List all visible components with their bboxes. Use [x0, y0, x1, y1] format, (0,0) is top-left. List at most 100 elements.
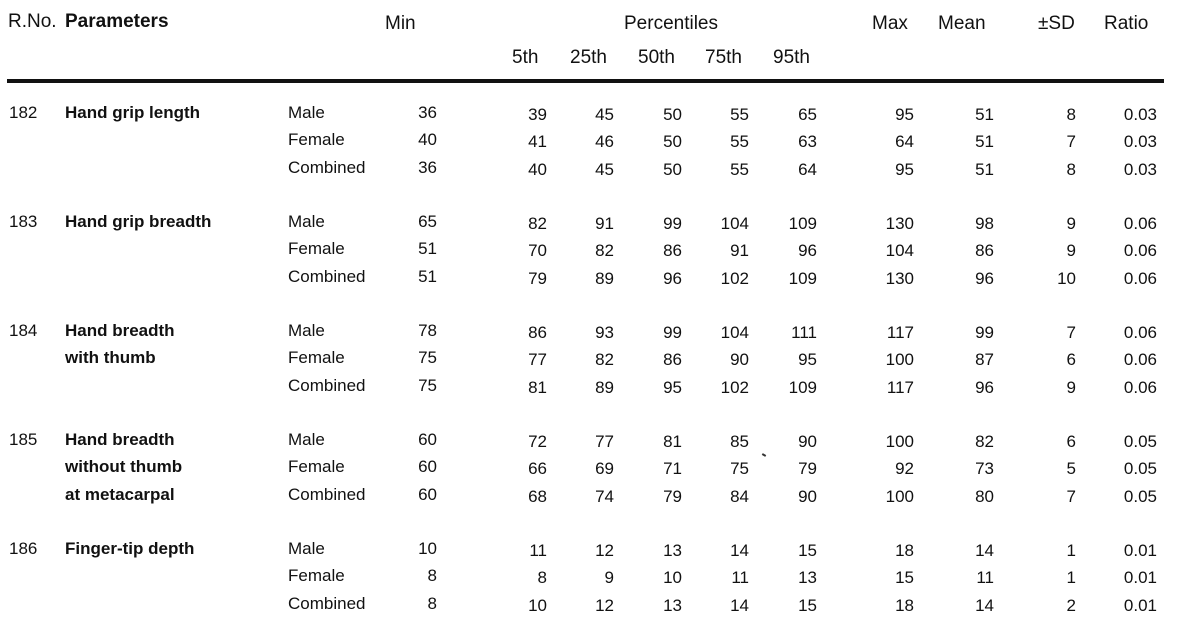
rno-header: R.No. — [8, 11, 57, 32]
p5-cell: 70 — [528, 241, 547, 261]
p75-cell: 90 — [730, 350, 749, 370]
max-cell: 18 — [895, 595, 914, 615]
min-cell: 75 — [418, 375, 437, 395]
p75-cell: 102 — [720, 377, 749, 397]
gender-label: Female — [288, 130, 345, 150]
parameters-header: Parameters — [65, 11, 169, 32]
mean-cell: 87 — [975, 350, 994, 370]
row-number: 182 — [9, 103, 38, 122]
p75-cell: 91 — [730, 241, 749, 261]
p50-cell: 86 — [663, 350, 682, 370]
mean-cell: 80 — [975, 486, 994, 506]
gender-label: Male — [288, 539, 325, 558]
sd-cell: 10 — [1057, 268, 1076, 288]
ratio-cell: 0.05 — [1123, 432, 1157, 451]
p75-cell: 102 — [720, 268, 749, 288]
gender-label: Female — [288, 348, 345, 368]
min-header: Min — [385, 13, 416, 34]
p25-cell: 77 — [595, 432, 614, 451]
sd-cell: 1 — [1066, 568, 1076, 588]
p25-cell: 69 — [595, 459, 614, 479]
parameter-name: Hand breadth — [65, 430, 175, 449]
p95-cell: 15 — [798, 541, 817, 560]
p75-cell: 55 — [730, 159, 749, 179]
p50-cell: 86 — [663, 241, 682, 261]
p5-cell: 10 — [528, 595, 547, 615]
p25-cell: 9 — [604, 568, 614, 588]
max-cell: 100 — [885, 350, 914, 370]
mean-cell: 51 — [975, 132, 994, 152]
parameter-name: Finger-tip depth — [65, 539, 195, 558]
p95-cell: 90 — [798, 486, 817, 506]
p95-cell: 96 — [798, 241, 817, 261]
p25-cell: 46 — [595, 132, 614, 152]
p75-header: 75th — [705, 47, 742, 68]
parameter-name: Hand grip length — [65, 103, 201, 122]
gender-label: Female — [288, 457, 345, 477]
ratio-cell: 0.06 — [1123, 268, 1157, 288]
p50-cell: 13 — [663, 541, 682, 560]
max-cell: 15 — [895, 568, 914, 588]
p5-cell: 66 — [528, 459, 547, 479]
gender-label: Combined — [288, 157, 366, 177]
sd-cell: 2 — [1066, 595, 1076, 615]
p75-cell: 75 — [730, 459, 749, 479]
p25-cell: 12 — [595, 595, 614, 615]
ratio-cell: 0.01 — [1123, 568, 1157, 588]
p75-cell: 14 — [730, 595, 749, 615]
p5-cell: 81 — [528, 377, 547, 397]
mean-cell: 11 — [976, 568, 994, 588]
p25-cell: 89 — [595, 268, 614, 288]
p5-cell: 68 — [528, 486, 547, 506]
p50-cell: 10 — [663, 568, 682, 588]
p95-cell: 65 — [798, 105, 817, 124]
stray-mark — [761, 453, 767, 457]
sd-cell: 9 — [1066, 377, 1076, 397]
p50-cell: 81 — [663, 432, 682, 451]
mean-cell: 51 — [975, 159, 994, 179]
min-cell: 51 — [418, 266, 437, 286]
sd-cell: 7 — [1066, 486, 1076, 506]
mean-cell: 96 — [975, 268, 994, 288]
p5-cell: 11 — [529, 541, 547, 560]
sd-header: ±SD — [1038, 13, 1075, 34]
p50-cell: 96 — [663, 268, 682, 288]
sd-cell: 9 — [1066, 214, 1076, 233]
p50-cell: 13 — [663, 595, 682, 615]
p50-cell: 99 — [663, 323, 682, 342]
p95-cell: 109 — [788, 214, 817, 233]
p75-cell: 11 — [731, 568, 749, 588]
p75-cell: 104 — [720, 323, 749, 342]
sd-cell: 7 — [1066, 132, 1076, 152]
min-cell: 65 — [418, 212, 437, 231]
ratio-cell: 0.03 — [1123, 132, 1157, 152]
ratio-cell: 0.01 — [1123, 595, 1157, 615]
ratio-cell: 0.06 — [1123, 241, 1157, 261]
gender-label: Combined — [288, 266, 366, 286]
sd-cell: 9 — [1066, 241, 1076, 261]
max-cell: 100 — [885, 486, 914, 506]
p25-cell: 89 — [595, 377, 614, 397]
p5-cell: 41 — [528, 132, 547, 152]
gender-label: Male — [288, 321, 325, 340]
max-cell: 117 — [886, 323, 914, 342]
gender-label: Male — [288, 212, 325, 231]
p75-cell: 85 — [730, 432, 749, 451]
ratio-cell: 0.03 — [1123, 159, 1157, 179]
max-cell: 104 — [885, 241, 914, 261]
p50-header: 50th — [638, 47, 675, 68]
p5-header: 5th — [512, 47, 539, 68]
min-cell: 75 — [418, 348, 437, 368]
parameter-name: without thumb — [65, 457, 183, 477]
p5-cell: 72 — [528, 432, 547, 451]
parameter-name: Hand grip breadth — [65, 212, 212, 231]
ratio-cell: 0.01 — [1123, 541, 1157, 560]
header-rule — [7, 79, 1164, 83]
gender-label: Combined — [288, 484, 366, 504]
sd-cell: 5 — [1066, 459, 1076, 479]
min-cell: 10 — [418, 539, 437, 558]
max-cell: 18 — [895, 541, 914, 560]
min-cell: 51 — [418, 239, 437, 259]
mean-cell: 99 — [975, 323, 994, 342]
